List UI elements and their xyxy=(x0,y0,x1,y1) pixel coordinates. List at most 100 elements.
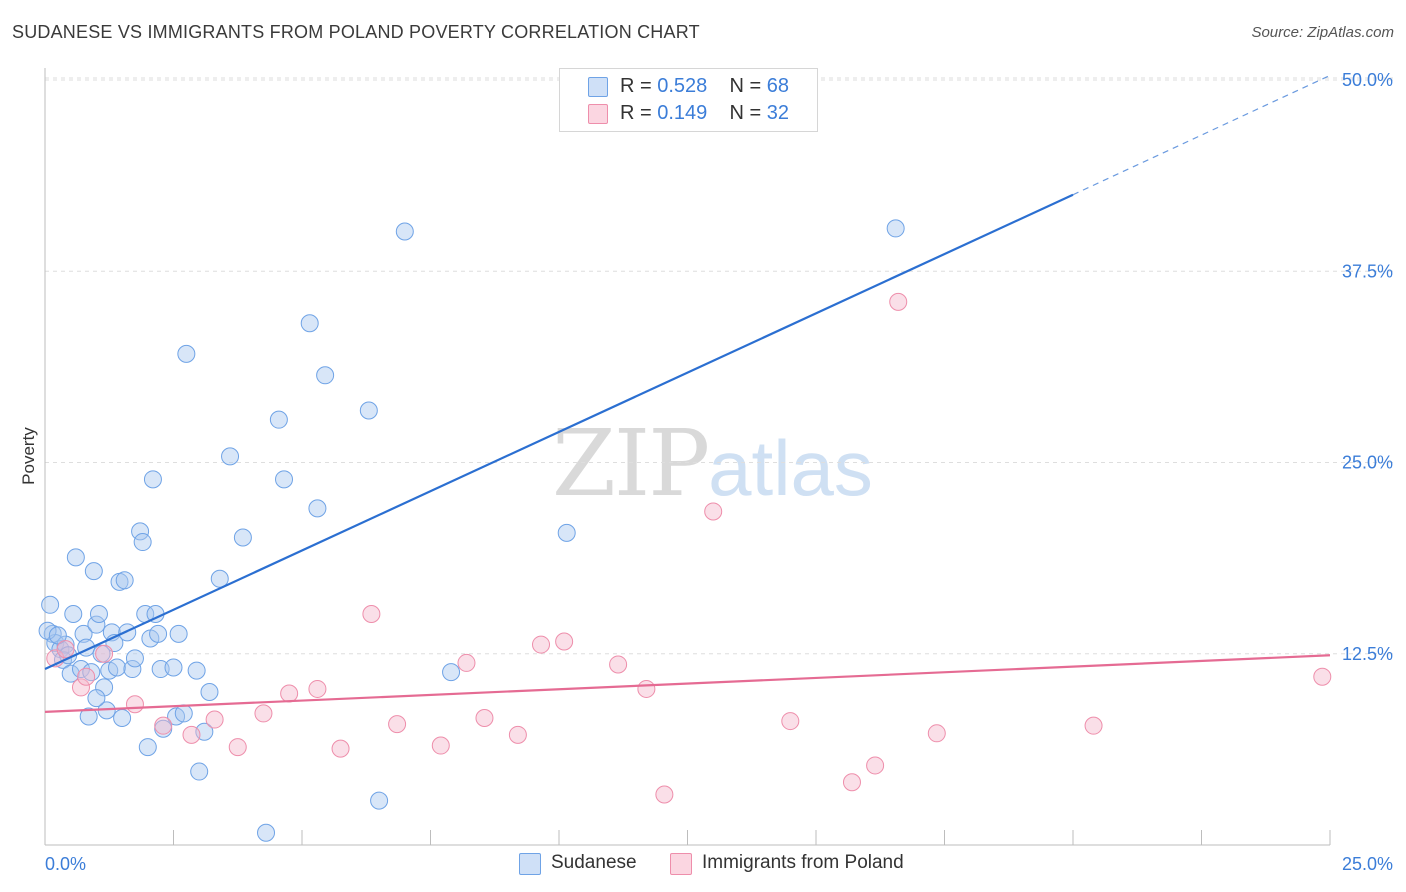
poland-point xyxy=(205,710,224,729)
sudanese-trend-extension xyxy=(1072,74,1331,196)
sudanese-point xyxy=(64,604,83,623)
poland-point xyxy=(56,640,75,659)
watermark-zip: ZIP xyxy=(552,410,710,517)
legend-r-label: R = xyxy=(620,102,658,124)
sudanese-point xyxy=(221,447,240,466)
bottom-legend-label-poland: Immigrants from Poland xyxy=(702,852,904,873)
watermark: ZIPatlas xyxy=(552,410,873,517)
poland-point xyxy=(609,655,628,674)
poland-point xyxy=(182,725,201,744)
sudanese-point xyxy=(257,823,276,842)
sudanese-points xyxy=(38,219,905,842)
bottom-legend-swatch-poland xyxy=(670,853,692,875)
sudanese-point xyxy=(886,219,905,238)
sudanese-point xyxy=(87,689,106,708)
sudanese-point xyxy=(41,595,60,614)
sudanese-point xyxy=(113,709,132,728)
sudanese-point xyxy=(149,624,168,643)
poland-point xyxy=(508,725,527,744)
source-label: Source: ZipAtlas.com xyxy=(1251,24,1394,41)
poland-point xyxy=(457,653,476,672)
y-axis-title: Poverty xyxy=(19,427,38,485)
poland-point xyxy=(927,724,946,743)
poland-point xyxy=(95,644,114,663)
poland-point xyxy=(228,738,247,757)
sudanese-point xyxy=(177,344,196,363)
sudanese-point xyxy=(395,222,414,241)
poland-point xyxy=(154,716,173,735)
sudanese-point xyxy=(557,523,576,542)
poland-point xyxy=(532,635,551,654)
x-axis-ticks xyxy=(173,830,1331,845)
x-tick-label-max: 25.0% xyxy=(1342,854,1393,874)
sudanese-point xyxy=(74,624,93,643)
x-tick-label-min: 0.0% xyxy=(45,854,86,874)
poland-trend-line xyxy=(44,654,1331,713)
sudanese-point xyxy=(56,635,75,654)
poland-point xyxy=(655,785,674,804)
legend: R = 0.528 N = 68 R = 0.149 N = 32 xyxy=(559,68,818,132)
sudanese-point xyxy=(308,499,327,518)
sudanese-point xyxy=(316,366,335,385)
bottom-legend-label-sudanese: Sudanese xyxy=(551,852,637,873)
sudanese-point xyxy=(190,762,209,781)
poland-point xyxy=(308,679,327,698)
chart-title: SUDANESE VS IMMIGRANTS FROM POLAND POVER… xyxy=(12,22,700,42)
sudanese-point xyxy=(169,624,188,643)
y-tick-labels: 12.5% 25.0% 37.5% 50.0% xyxy=(1342,70,1393,664)
poland-point xyxy=(431,736,450,755)
sudanese-trend-line xyxy=(44,193,1074,671)
gridlines xyxy=(45,77,1393,655)
poland-point xyxy=(71,678,90,697)
sudanese-point xyxy=(138,738,157,757)
trend-lines xyxy=(44,74,1331,713)
sudanese-point xyxy=(131,522,150,541)
legend-n-label: N = xyxy=(729,102,767,124)
y-tick-label: 12.5% xyxy=(1342,644,1393,664)
sudanese-point xyxy=(48,626,67,645)
sudanese-point xyxy=(79,707,98,726)
poland-point xyxy=(280,684,299,703)
poland-point xyxy=(362,604,381,623)
poland-points xyxy=(46,292,1332,804)
legend-n-label: N = xyxy=(729,75,767,97)
watermark-atlas: atlas xyxy=(708,424,873,512)
sudanese-point xyxy=(61,664,80,683)
poland-point xyxy=(889,292,908,311)
poland-point xyxy=(1084,716,1103,735)
sudanese-point xyxy=(38,621,57,640)
poland-point xyxy=(475,709,494,728)
sudanese-point xyxy=(442,663,461,682)
y-tick-label: 50.0% xyxy=(1342,70,1393,90)
poland-point xyxy=(842,773,861,792)
legend-r-value-sudanese: 0.528 xyxy=(657,75,708,97)
sudanese-point xyxy=(164,658,183,677)
poland-point xyxy=(704,502,723,521)
poland-point xyxy=(866,756,885,775)
legend-swatch-sudanese xyxy=(588,77,608,97)
legend-n-value-sudanese: 68 xyxy=(766,75,790,97)
legend-r-label: R = xyxy=(620,75,658,97)
poland-point xyxy=(555,632,574,651)
bottom-legend-swatch-sudanese xyxy=(519,853,541,875)
y-tick-label: 25.0% xyxy=(1342,453,1393,473)
sudanese-point xyxy=(300,314,319,333)
legend-n-value-poland: 32 xyxy=(766,102,790,124)
poland-point xyxy=(781,712,800,731)
poland-point xyxy=(125,695,144,714)
sudanese-point xyxy=(233,528,252,547)
sudanese-point xyxy=(66,548,85,567)
poland-point xyxy=(254,704,273,723)
poland-point xyxy=(1313,667,1332,686)
sudanese-point xyxy=(125,649,144,668)
sudanese-point xyxy=(275,470,294,489)
legend-swatch-poland xyxy=(588,104,608,124)
sudanese-point xyxy=(187,661,206,680)
legend-r-value-poland: 0.149 xyxy=(657,102,708,124)
sudanese-point xyxy=(87,615,106,634)
sudanese-point xyxy=(115,571,134,590)
poland-point xyxy=(331,739,350,758)
y-tick-label: 37.5% xyxy=(1342,261,1393,281)
sudanese-point xyxy=(151,660,170,679)
poland-point xyxy=(637,679,656,698)
